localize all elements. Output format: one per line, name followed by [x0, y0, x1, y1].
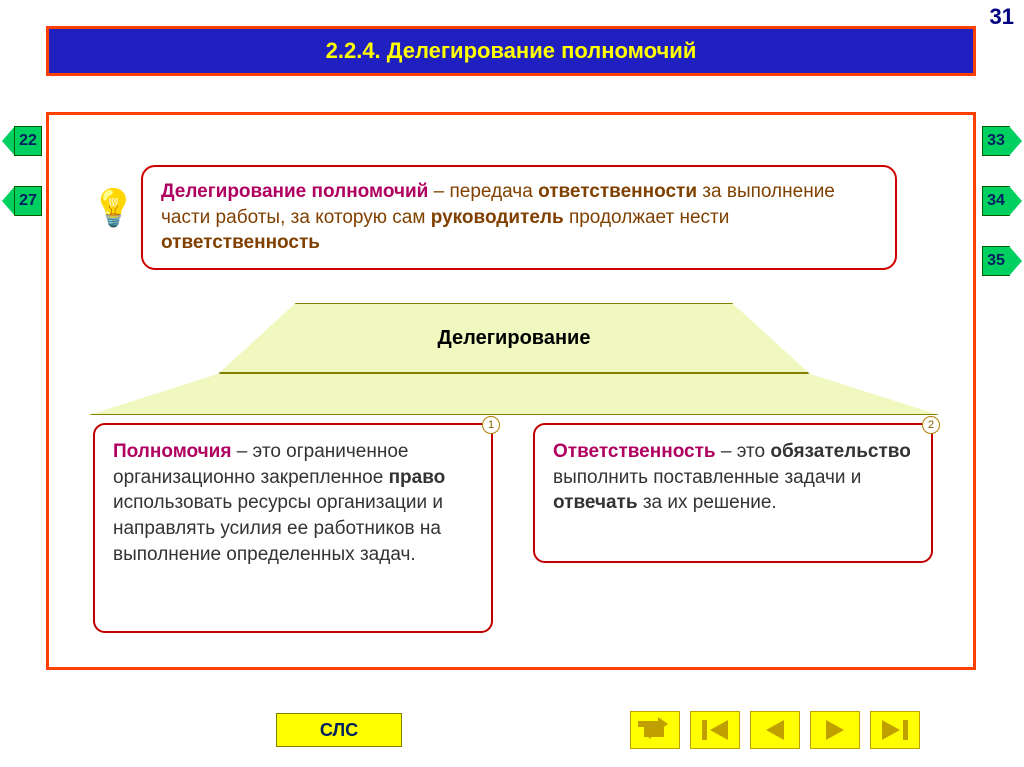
nav-left-27[interactable]: 27 [2, 186, 42, 216]
box-polnomochiya: 1 Полномочия – это ограниченное организа… [93, 423, 493, 633]
slc-button[interactable]: СЛС [276, 713, 402, 747]
nav-next-button[interactable] [810, 711, 860, 749]
definition-term: Делегирование полномочий [161, 181, 428, 202]
box-otvetstvennost: 2 Ответственность – это обязательство вы… [533, 423, 933, 563]
nav-first-button[interactable] [690, 711, 740, 749]
nav-last-button[interactable] [870, 711, 920, 749]
last-icon [880, 718, 910, 742]
next-icon [820, 718, 850, 742]
return-icon [638, 717, 672, 743]
prev-icon [760, 718, 790, 742]
title-text: 2.2.4. Делегирование полномочий [326, 38, 697, 64]
page-number: 31 [990, 4, 1014, 30]
definition-box: Делегирование полномочий – передача отве… [141, 165, 897, 270]
diagram-top-label: Делегирование [219, 303, 809, 373]
nav-right-35[interactable]: 35 [982, 246, 1022, 276]
badge-2: 2 [922, 416, 940, 434]
first-icon [700, 718, 730, 742]
nav-left-22[interactable]: 22 [2, 126, 42, 156]
nav-right-33[interactable]: 33 [982, 126, 1022, 156]
nav-prev-button[interactable] [750, 711, 800, 749]
bottom-nav: СЛС [0, 707, 1024, 751]
lightbulb-icon: 💡 [91, 187, 136, 229]
badge-1: 1 [482, 416, 500, 434]
nav-return-button[interactable] [630, 711, 680, 749]
main-panel: 💡 Делегирование полномочий – передача от… [46, 112, 976, 670]
nav-right-34[interactable]: 34 [982, 186, 1022, 216]
diagram-trapezoid: Делегирование [89, 303, 939, 415]
title-bar: 2.2.4. Делегирование полномочий [46, 26, 976, 76]
